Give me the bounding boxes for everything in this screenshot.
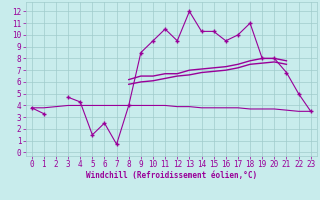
X-axis label: Windchill (Refroidissement éolien,°C): Windchill (Refroidissement éolien,°C) <box>86 171 257 180</box>
